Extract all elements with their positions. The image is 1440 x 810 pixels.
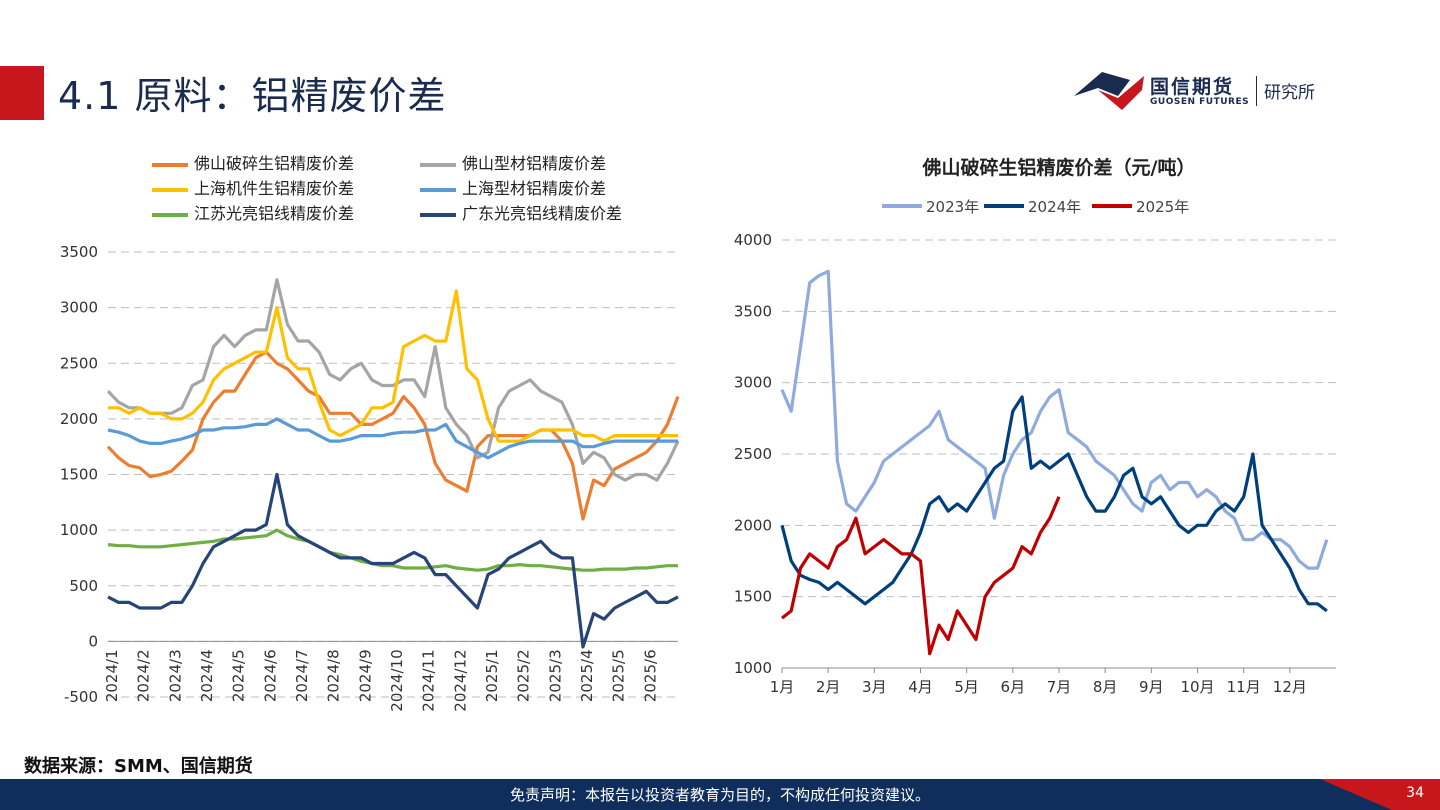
left-chart-plot: -500 0 500 1000 1500 2000 2500 3000 3500 2024/1 20… — [60, 243, 680, 712]
series-line — [107, 528, 678, 572]
y-tick-label: 3000 — [734, 374, 772, 392]
right-chart: 佛山破碎生铝精废价差（元/吨） 2023年 2024年 2025年 1000 1500 20… — [716, 140, 1356, 720]
x-tick-label: 12月 — [1273, 678, 1307, 696]
x-tick-label: 10月 — [1180, 678, 1214, 696]
logo-divider — [1256, 76, 1257, 106]
logo-english: GUOSEN FUTURES — [1150, 97, 1250, 107]
legend-item: 江苏光亮铝线精废价差 — [152, 200, 354, 224]
series-line — [107, 417, 678, 460]
legend-swatch — [152, 187, 188, 192]
legend-label: 广东光亮铝线精废价差 — [462, 204, 623, 223]
legend-label: 佛山型材铝精废价差 — [462, 154, 607, 173]
y-tick-label: 2000 — [734, 516, 772, 534]
y-tick-label: 3500 — [60, 243, 98, 261]
legend-swatch — [420, 162, 456, 167]
right-chart-plot: 佛山破碎生铝精废价差（元/吨） 2023年 2024年 2025年 1000 1500 20… — [734, 156, 1336, 696]
x-tick-label: 9月 — [1139, 678, 1164, 696]
legend-label: 2024年 — [1028, 198, 1081, 216]
x-tick-label: 2025/5 — [610, 649, 628, 702]
legend-swatch — [152, 212, 188, 217]
logo-name: 国信期货 — [1150, 76, 1235, 98]
brand-logo: 国信期货 GUOSEN FUTURES 研究所 — [1072, 66, 1362, 118]
legend-swatch — [152, 162, 188, 167]
series-line — [780, 395, 1328, 613]
y-tick-label: 2000 — [60, 410, 98, 428]
y-tick-label: 2500 — [60, 354, 98, 372]
x-tick-label: 6月 — [1001, 678, 1026, 696]
x-tick-label: 2024/6 — [261, 649, 279, 702]
x-tick-label: 2024/8 — [325, 649, 343, 702]
legend-label: 上海机件生铝精废价差 — [194, 179, 355, 198]
legend-label: 佛山破碎生铝精废价差 — [194, 154, 355, 173]
left-chart: 佛山破碎生铝精废价差 佛山型材铝精废价差上海机件生铝精废价差 上海型材铝精废价差江苏… — [40, 140, 700, 740]
logo-subtitle: 研究所 — [1264, 83, 1315, 103]
y-tick-label: 0 — [88, 632, 98, 650]
x-tick-label: 2024/1 — [103, 649, 121, 702]
x-tick-label: 2025/3 — [546, 649, 564, 702]
legend-swatch — [420, 187, 456, 192]
y-tick-label: 4000 — [734, 231, 772, 249]
series-line — [780, 269, 1329, 570]
footer-disclaimer: 免责声明：本报告以投资者教育为目的，不构成任何投资建议。 — [509, 786, 930, 804]
x-tick-label: 2024/11 — [420, 649, 438, 711]
x-tick-label: 2024/10 — [388, 649, 406, 711]
legend-item: 上海机件生铝精废价差 — [152, 175, 354, 199]
x-tick-label: 2024/4 — [198, 649, 216, 702]
legend-label: 2025年 — [1136, 198, 1189, 216]
x-tick-label: 2024/3 — [166, 649, 184, 702]
footer-bar: 免责声明：本报告以投资者教育为目的，不构成任何投资建议。 34 — [0, 779, 1440, 810]
legend-label: 2023年 — [926, 198, 979, 216]
x-tick-label: 1月 — [770, 678, 795, 696]
y-tick-label: 1000 — [734, 659, 772, 677]
legend-item: 上海型材铝精废价差 — [420, 175, 606, 199]
x-tick-label: 5月 — [954, 678, 979, 696]
legend-label: 江苏光亮铝线精废价差 — [194, 204, 355, 223]
x-tick-label: 2024/12 — [451, 649, 469, 711]
series-line — [781, 496, 1061, 656]
y-tick-label: 500 — [69, 577, 98, 595]
chart-title: 佛山破碎生铝精废价差（元/吨） — [922, 156, 1196, 179]
x-tick-label: 2024/2 — [135, 649, 153, 702]
page-title: 4.1 原料：铝精废价差 — [58, 74, 447, 118]
x-tick-label: 2024/9 — [356, 649, 374, 702]
x-tick-label: 2月 — [816, 678, 841, 696]
x-tick-label: 2024/5 — [230, 649, 248, 702]
legend-swatch — [420, 212, 456, 217]
y-tick-label: 1000 — [60, 521, 98, 539]
data-source: 数据来源：SMM、国信期货 — [24, 756, 253, 777]
series-line — [106, 350, 680, 521]
x-tick-label: 4月 — [908, 678, 933, 696]
x-tick-label: 3月 — [862, 678, 887, 696]
legend-label: 上海型材铝精废价差 — [462, 179, 607, 198]
x-tick-label: 2025/1 — [483, 649, 501, 702]
page-number: 34 — [1406, 785, 1424, 801]
title-accent-bar — [0, 66, 44, 120]
x-tick-label: 2024/7 — [293, 649, 311, 702]
x-tick-label: 2025/4 — [578, 649, 596, 702]
y-tick-label: 1500 — [60, 466, 98, 484]
series-line — [107, 472, 679, 649]
guosen-logo-icon — [1074, 72, 1144, 110]
x-tick-label: 7月 — [1047, 678, 1072, 696]
x-tick-label: 11月 — [1227, 678, 1261, 696]
legend-item: 佛山型材铝精废价差 — [420, 150, 606, 174]
x-tick-label: 8月 — [1093, 678, 1118, 696]
legend-item: 佛山破碎生铝精废价差 — [152, 150, 354, 174]
series-line — [106, 278, 680, 482]
y-tick-label: 3500 — [734, 302, 772, 320]
y-tick-label: 2500 — [734, 445, 772, 463]
legend-item: 广东光亮铝线精废价差 — [420, 200, 622, 224]
series-line — [108, 289, 678, 443]
y-tick-label: -500 — [64, 688, 98, 706]
x-tick-label: 2025/2 — [515, 649, 533, 702]
y-tick-label: 3000 — [60, 299, 98, 317]
y-tick-label: 1500 — [734, 588, 772, 606]
x-tick-label: 2025/6 — [641, 649, 659, 702]
